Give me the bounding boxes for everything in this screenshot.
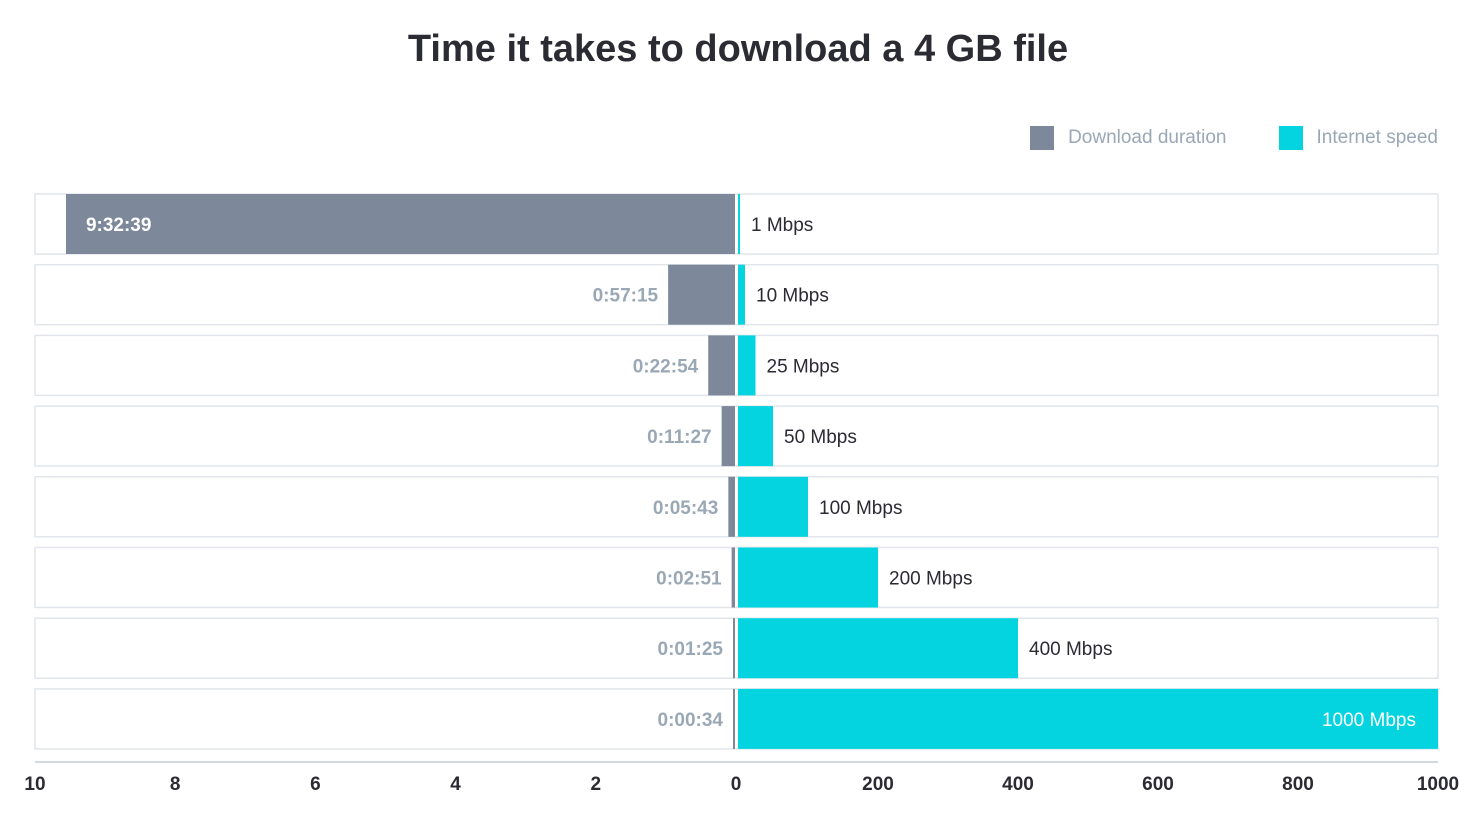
speed-bar (738, 688, 1438, 749)
row-background (34, 617, 1439, 679)
speed-bar (738, 406, 773, 467)
legend-item-duration: Download duration (1030, 126, 1227, 150)
right-axis-tick-label: 200 (862, 774, 894, 795)
duration-bar (65, 194, 736, 254)
speed-label: 100 Mbps (819, 498, 902, 519)
legend-label-speed: Internet speed (1316, 127, 1438, 148)
duration-label: 0:22:54 (633, 356, 699, 377)
legend-swatch-speed (1278, 126, 1303, 150)
right-axis-tick-label: 600 (1142, 774, 1174, 795)
duration-label: 9:32:39 (86, 215, 152, 236)
duration-label: 0:11:27 (647, 427, 711, 448)
duration-bar (708, 335, 735, 396)
left-axis-tick-label: 4 (450, 774, 461, 795)
speed-label: 400 Mbps (1029, 639, 1112, 660)
duration-label: 0:57:15 (593, 286, 659, 307)
left-axis-tick-label: 10 (24, 774, 45, 795)
duration-bar (733, 688, 735, 749)
speed-label: 25 Mbps (767, 356, 840, 377)
legend-label-duration: Download duration (1068, 127, 1227, 148)
legend-swatch-duration (1030, 126, 1055, 150)
duration-label: 0:02:51 (656, 569, 722, 590)
duration-label: 0:05:43 (653, 498, 719, 519)
duration-bar (728, 476, 735, 537)
speed-label: 50 Mbps (784, 427, 857, 448)
left-axis-tick-label: 2 (591, 774, 602, 795)
row-background (34, 334, 1439, 397)
row-background (34, 405, 1439, 467)
right-axis-tick-label: 400 (1002, 774, 1034, 795)
duration-bar (733, 618, 735, 679)
duration-bar (721, 406, 735, 467)
right-axis-tick-label: 1000 (1417, 774, 1459, 795)
speed-bar (738, 547, 878, 608)
speed-bar (738, 264, 745, 325)
duration-label: 0:01:25 (658, 639, 724, 660)
chart-title: Time it takes to download a 4 GB file (407, 28, 1069, 70)
row-background (34, 546, 1439, 609)
duration-label: 0:00:34 (658, 710, 724, 731)
speed-bar (738, 194, 740, 254)
speed-bar (738, 618, 1018, 679)
legend-item-speed: Internet speed (1278, 126, 1438, 150)
speed-label: 1000 Mbps (1322, 710, 1416, 731)
row-background (34, 263, 1439, 326)
speed-bar (738, 476, 808, 537)
speed-label: 10 Mbps (756, 286, 829, 307)
legend: Download duration Internet speed (1030, 126, 1438, 150)
left-axis-tick-label: 6 (310, 774, 321, 795)
left-axis-tick-label: 8 (170, 774, 181, 795)
duration-bar (731, 547, 735, 608)
right-axis-tick-label: 800 (1282, 774, 1314, 795)
row-background (34, 476, 1439, 538)
speed-label: 200 Mbps (889, 569, 972, 590)
duration-bar (668, 264, 735, 325)
left-axis-tick-label: 0 (731, 774, 742, 795)
speed-label: 1 Mbps (751, 215, 813, 236)
speed-bar (738, 335, 756, 396)
